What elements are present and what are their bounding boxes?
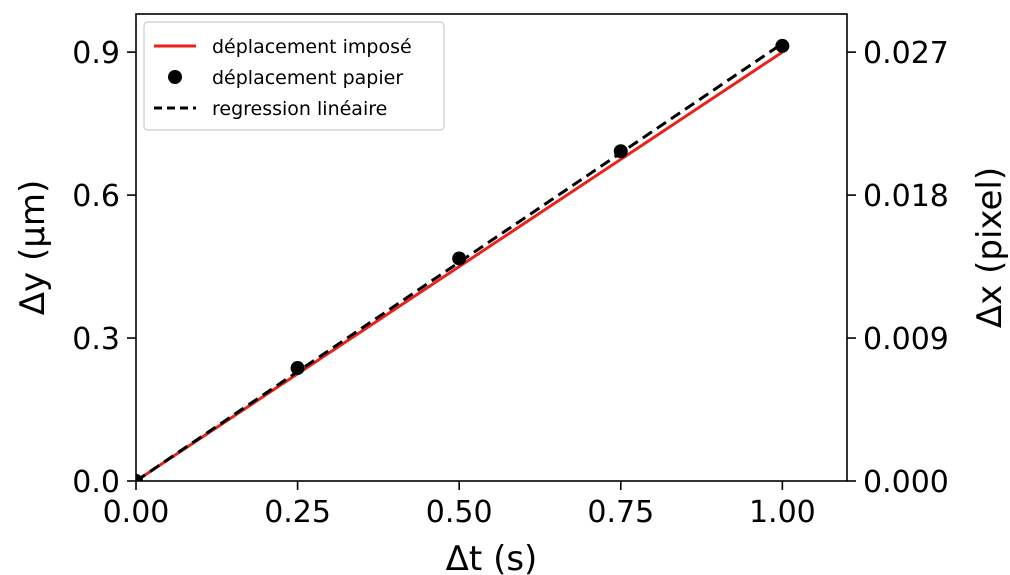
plot-area — [136, 38, 790, 481]
legend: déplacement imposé déplacement papier regr… — [143, 21, 445, 131]
data-point — [290, 361, 305, 376]
x-tick-label: 0.25 — [264, 495, 331, 530]
legend-entry: déplacement papier — [212, 67, 403, 89]
data-point — [452, 251, 467, 266]
legend-box — [143, 21, 445, 131]
y2-axis-label: Δx (pixel) — [970, 167, 1010, 328]
plot-frame — [135, 13, 848, 482]
y-tick-label: 0.9 — [72, 36, 120, 71]
x-tick-label: 0.75 — [587, 495, 654, 530]
legend-entry: déplacement imposé — [212, 36, 412, 58]
x-tick-label: 0.50 — [426, 495, 493, 530]
legend-entry: regression linéaire — [212, 98, 387, 120]
y-axis-label: Δy (μm) — [13, 180, 53, 315]
x-tick-label: 1.00 — [749, 495, 816, 530]
y2-tick-label: 0.000 — [863, 465, 949, 500]
y2-tick-label: 0.018 — [863, 179, 949, 214]
y-tick-label: 0.3 — [72, 322, 120, 357]
axis-labels: Δt (s) Δy (μm) Δx (pixel) — [13, 167, 1010, 575]
x-axis-label: Δt (s) — [446, 539, 538, 575]
y-tick-label: 0.6 — [72, 179, 120, 214]
y2-tick-label: 0.027 — [863, 36, 949, 71]
legend-marker-swatch — [168, 70, 182, 84]
series-line-2 — [136, 42, 784, 481]
y-tick-label: 0.0 — [72, 465, 120, 500]
axes: 0.00 0.25 0.50 0.75 1.00 0.0 0.3 0.6 0.9 0.000 0.0… — [72, 13, 949, 530]
x-tick-label: 0.00 — [103, 495, 170, 530]
y2-tick-label: 0.009 — [863, 322, 949, 357]
data-point — [775, 38, 790, 53]
